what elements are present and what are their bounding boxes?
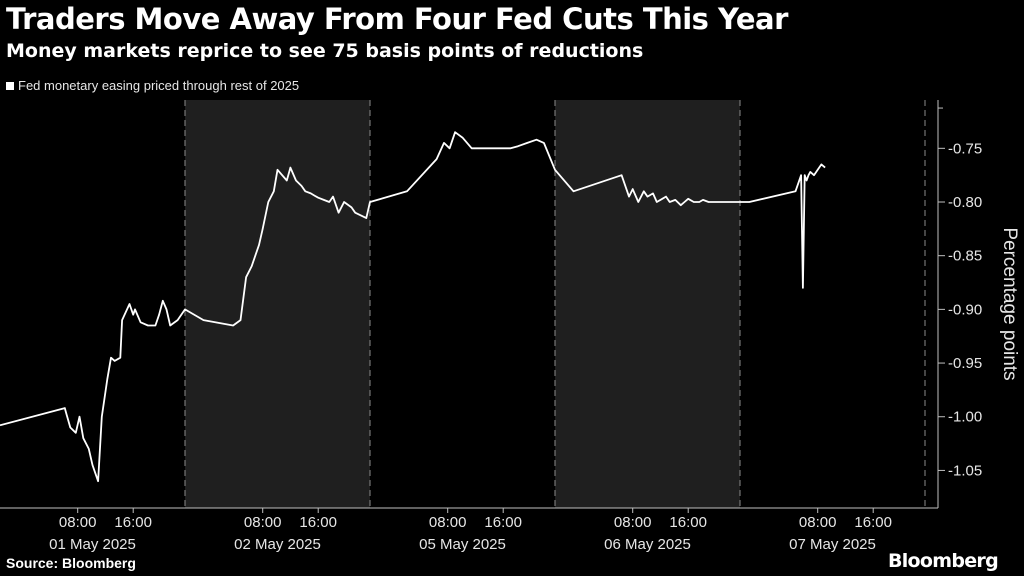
y-tick-label: -0.80 — [948, 194, 982, 211]
x-hour-label: 16:00 — [114, 514, 152, 531]
shaded-day-band — [185, 100, 370, 508]
legend: Fed monetary easing priced through rest … — [6, 78, 299, 93]
y-tick-label: -0.90 — [948, 301, 982, 318]
source-note: Source: Bloomberg — [6, 555, 136, 571]
y-tick-label: -1.00 — [948, 409, 982, 426]
y-tick-label: -0.85 — [948, 248, 982, 265]
y-tick-label: -0.95 — [948, 355, 982, 372]
x-hour-label: 16:00 — [854, 514, 892, 531]
bloomberg-logo: Bloomberg — [887, 550, 999, 572]
x-day-label: 05 May 2025 — [419, 536, 506, 553]
x-hour-label: 08:00 — [429, 514, 467, 531]
x-hour-label: 16:00 — [484, 514, 522, 531]
x-day-label: 06 May 2025 — [604, 536, 691, 553]
x-hour-label: 08:00 — [244, 514, 282, 531]
series-line — [0, 131, 826, 483]
x-day-label: 01 May 2025 — [49, 536, 136, 553]
shaded-day-band — [555, 100, 740, 508]
legend-label: Fed monetary easing priced through rest … — [18, 78, 300, 93]
x-hour-label: 16:00 — [299, 514, 337, 531]
chart-subtitle: Money markets reprice to see 75 basis po… — [6, 40, 644, 62]
legend-swatch — [6, 81, 14, 90]
x-day-label: 07 May 2025 — [789, 536, 876, 553]
x-day-label: 02 May 2025 — [234, 536, 321, 553]
x-hour-label: 08:00 — [614, 514, 652, 531]
x-hour-label: 08:00 — [799, 514, 837, 531]
y-axis-title: Percentage points — [999, 227, 1020, 380]
y-tick-label: -1.05 — [948, 462, 982, 479]
chart-title: Traders Move Away From Four Fed Cuts Thi… — [6, 2, 788, 36]
x-hour-label: 08:00 — [59, 514, 97, 531]
x-hour-label: 16:00 — [669, 514, 707, 531]
y-tick-label: -0.75 — [948, 140, 982, 157]
